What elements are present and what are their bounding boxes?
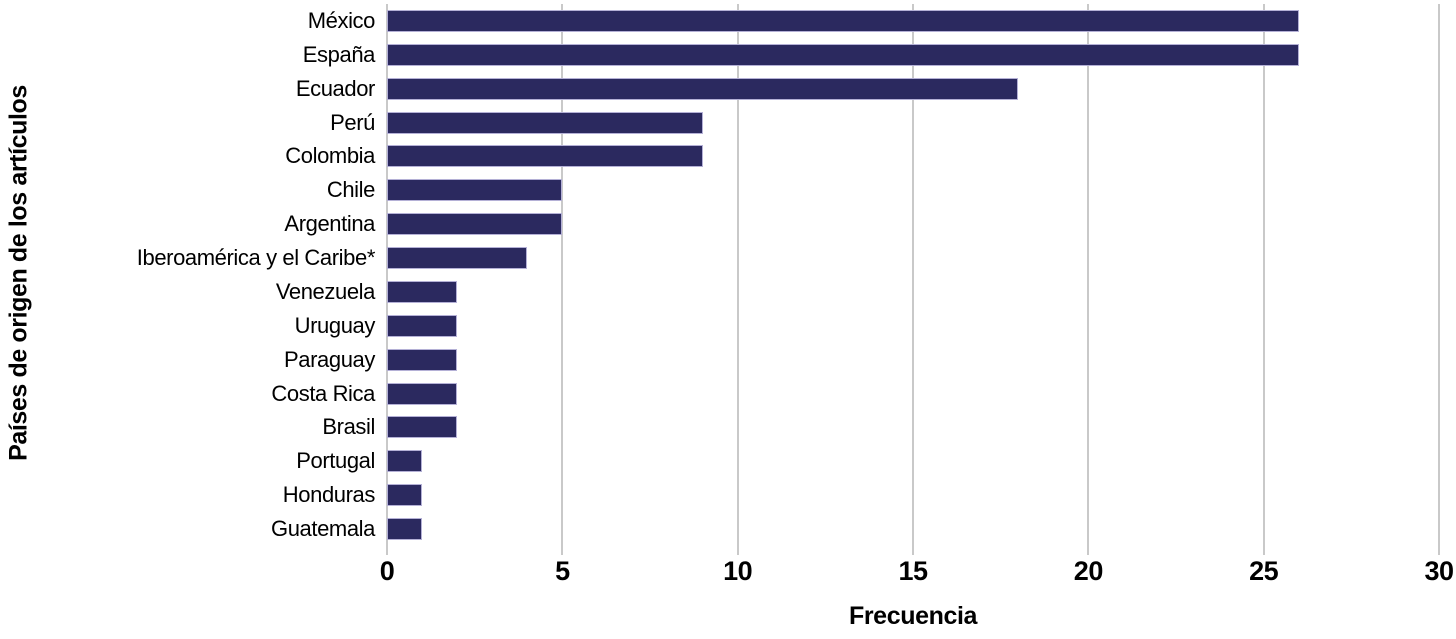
category-label-venezuela: Venezuela (275, 278, 376, 304)
category-label-argentina: Argentina (284, 211, 375, 237)
bar-costa-rica (387, 382, 458, 405)
x-tick-label-25: 25 (1249, 556, 1279, 586)
bar-argentina (387, 213, 563, 236)
x-tick-label-15: 15 (898, 556, 928, 586)
bar-per- (387, 111, 703, 134)
category-label-chile: Chile (326, 177, 376, 203)
bar-brasil (387, 416, 458, 439)
category-label-ecuador: Ecuador (295, 75, 376, 101)
y-axis-title: Países de origen de los artículos (4, 85, 33, 461)
bar-paraguay (387, 348, 458, 371)
bar-honduras (387, 484, 423, 507)
gridline-x-15 (912, 4, 914, 546)
bar-m-xico (387, 9, 1299, 32)
x-tick-mark (1438, 546, 1440, 555)
x-tick-mark (1262, 546, 1265, 555)
category-label-portugal: Portugal (296, 448, 375, 474)
bar-ecuador (387, 77, 1019, 100)
category-label-brasil: Brasil (322, 414, 375, 440)
x-tick-mark (736, 546, 739, 555)
category-label-honduras: Honduras (282, 482, 376, 508)
bar-venezuela (387, 280, 458, 303)
bar-iberoam-rica-y-el-caribe- (387, 247, 528, 270)
category-label-per-: Perú (330, 109, 375, 135)
category-label-m-xico: México (307, 7, 376, 33)
category-label-costa-rica: Costa Rica (271, 380, 375, 406)
category-label-paraguay: Paraguay (284, 346, 375, 372)
x-tick-label-0: 0 (379, 556, 395, 586)
category-label-uruguay: Uruguay (294, 312, 376, 338)
bar-portugal (387, 450, 423, 473)
gridline-x-10 (736, 4, 739, 546)
gridline-x-5 (561, 4, 564, 546)
x-tick-label-10: 10 (723, 556, 753, 586)
gridline-x-20 (1087, 4, 1090, 546)
x-tick-mark (386, 546, 388, 555)
x-axis-title: Frecuencia (848, 602, 977, 630)
category-label-guatemala: Guatemala (270, 516, 375, 542)
x-tick-mark (1087, 546, 1090, 555)
plot-area (386, 4, 1440, 546)
gridline-x-0 (386, 4, 388, 546)
gridline-x-25 (1262, 4, 1265, 546)
bar-colombia (387, 145, 703, 168)
category-label-colombia: Colombia (285, 143, 375, 169)
bar-uruguay (387, 314, 458, 337)
bar-espa-a (387, 43, 1299, 66)
x-tick-mark (912, 546, 914, 555)
bar-guatemala (387, 518, 423, 541)
x-tick-label-30: 30 (1424, 556, 1454, 586)
bar-chile (387, 179, 563, 202)
x-tick-mark (561, 546, 564, 555)
x-tick-label-5: 5 (555, 556, 570, 586)
gridline-x-30 (1438, 4, 1440, 546)
x-tick-label-20: 20 (1073, 556, 1104, 586)
category-label-espa-a: España (302, 41, 376, 67)
category-label-iberoam-rica-y-el-caribe-: Iberoamérica y el Caribe* (136, 245, 376, 271)
